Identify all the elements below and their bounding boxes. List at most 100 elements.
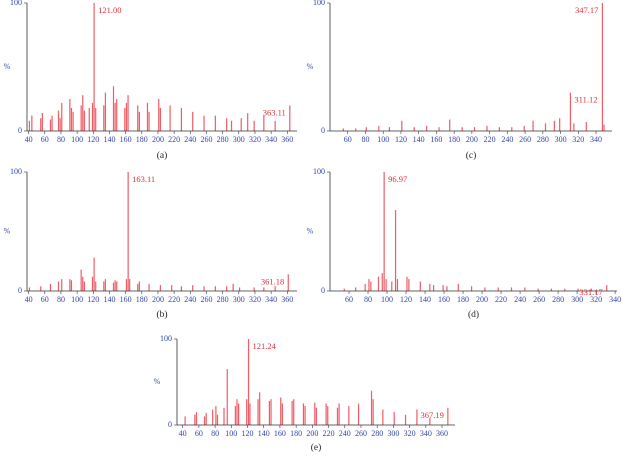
peak [280,397,282,425]
y-tick-label: 0 [321,126,325,135]
peak [95,281,97,291]
caption: (a) [157,150,168,161]
peak [408,279,410,291]
peak [573,123,575,131]
peak [180,107,183,131]
peak [69,99,71,131]
peak [127,172,129,291]
peak [368,279,370,291]
x-tick-label: 40 [179,429,187,438]
peak [325,403,327,425]
peak-label: 163.11 [132,174,155,184]
peak [49,119,52,131]
caption: (c) [466,150,477,161]
peak [148,111,150,131]
peak [544,123,547,131]
y-tick-label: 100 [313,0,325,7]
peak [247,339,250,425]
peak [385,279,387,291]
peak [291,400,293,425]
peak [116,281,118,291]
x-tick-label: 240 [339,429,351,438]
peak [88,107,90,131]
peak [146,102,149,131]
peak [104,92,107,131]
x-tick-label: 260 [533,295,545,304]
peak [214,286,216,291]
x-tick-label: 160 [120,135,132,144]
x-tick-label: 60 [345,295,353,304]
peak [577,288,579,291]
x-tick-label: 180 [290,429,302,438]
peak-label: 363.11 [263,107,286,117]
peak [457,283,459,291]
y-tick-label: 0 [321,286,325,295]
y-tick-label: 0 [18,286,22,295]
peak [289,105,291,131]
x-tick-label: 160 [120,295,132,304]
peak [281,403,283,425]
peak [338,403,340,425]
peak [41,113,43,131]
peak [394,210,397,291]
peak [327,406,329,425]
x-tick-label: 220 [495,295,507,304]
x-tick-label: 140 [413,135,425,144]
peak [114,102,116,131]
x-tick-label: 120 [87,135,99,144]
x-tick-label: 240 [184,295,196,304]
peak [393,412,395,425]
peak [104,279,107,291]
peak [203,286,205,291]
peak [205,412,207,425]
x-tick-label: 80 [57,135,65,144]
caption: (d) [468,309,479,320]
y-axis-label: % [307,62,314,71]
y-tick-label: 100 [10,167,22,176]
peak [247,113,249,131]
x-tick-label: 120 [395,135,407,144]
peak [343,288,345,291]
x-tick-label: 140 [103,295,115,304]
peak [447,407,449,425]
peak [82,95,84,131]
x-tick-label: 260 [519,135,531,144]
peak [396,279,399,291]
peak-label: 367.19 [420,410,443,420]
peak [524,287,526,291]
peak [364,283,366,291]
peak [57,281,60,291]
peak [203,115,205,131]
peak [293,399,295,425]
peak [112,282,115,291]
x-tick-label: 340 [265,135,277,144]
peak [470,286,473,291]
peak [138,111,140,131]
peak [370,390,373,425]
peak [336,407,339,425]
peak [114,280,116,291]
x-tick-label: 200 [152,135,164,144]
x-tick-label: 240 [184,135,196,144]
x-tick-label: 160 [438,295,450,304]
peak [372,399,374,425]
peak [419,281,421,291]
peak [497,287,499,291]
peak [498,127,500,131]
peak [391,281,393,291]
peak [342,128,344,131]
peak [449,119,451,131]
peak [80,269,82,291]
peak [365,127,367,131]
x-tick-label: 340 [265,295,277,304]
peak [461,127,463,131]
peak [253,287,255,291]
caption: (e) [311,442,322,453]
peak [124,107,126,131]
x-tick-label: 320 [404,429,416,438]
peak [510,287,513,291]
peak [355,128,357,131]
caption: (b) [156,309,167,320]
peak [484,287,486,291]
peak [103,105,105,131]
